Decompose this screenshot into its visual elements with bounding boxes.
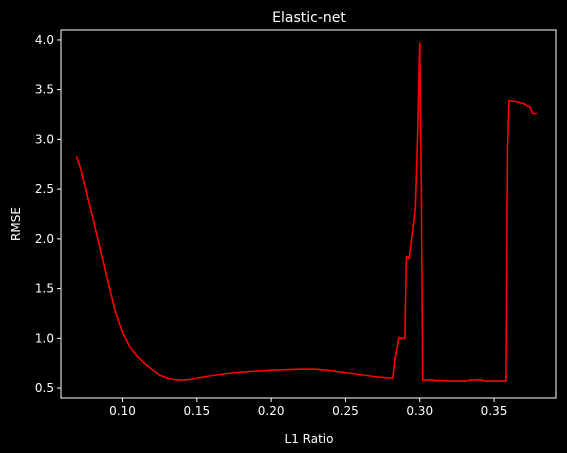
y-tick-label: 2.0: [35, 232, 54, 246]
y-tick-label: 0.5: [35, 381, 54, 395]
series-line-1: [75, 42, 538, 382]
y-axis: 0.5 1.0 1.5 2.0 2.5 3.0 3.5 4.0: [35, 33, 61, 395]
x-axis: 0.10 0.15 0.20 0.25 0.30 0.35: [109, 398, 507, 418]
y-tick-label: 4.0: [35, 33, 54, 47]
x-tick-label: 0.20: [258, 404, 285, 418]
plot-area: [60, 29, 557, 399]
x-tick-label: 0.35: [481, 404, 508, 418]
series-layer: [75, 42, 538, 382]
chart-title: Elastic-net: [272, 10, 346, 26]
x-tick-label: 0.25: [332, 404, 359, 418]
y-tick-label: 3.0: [35, 132, 54, 146]
y-tick-label: 3.5: [35, 83, 54, 97]
x-axis-label: L1 Ratio: [285, 432, 334, 446]
y-tick-label: 1.5: [35, 282, 54, 296]
x-tick-label: 0.30: [406, 404, 433, 418]
x-tick-label: 0.15: [183, 404, 210, 418]
y-tick-label: 2.5: [35, 182, 54, 196]
x-tick-label: 0.10: [109, 404, 136, 418]
y-axis-label: RMSE: [9, 207, 23, 241]
y-tick-label: 1.0: [35, 331, 54, 345]
plot-frame: [60, 29, 557, 399]
